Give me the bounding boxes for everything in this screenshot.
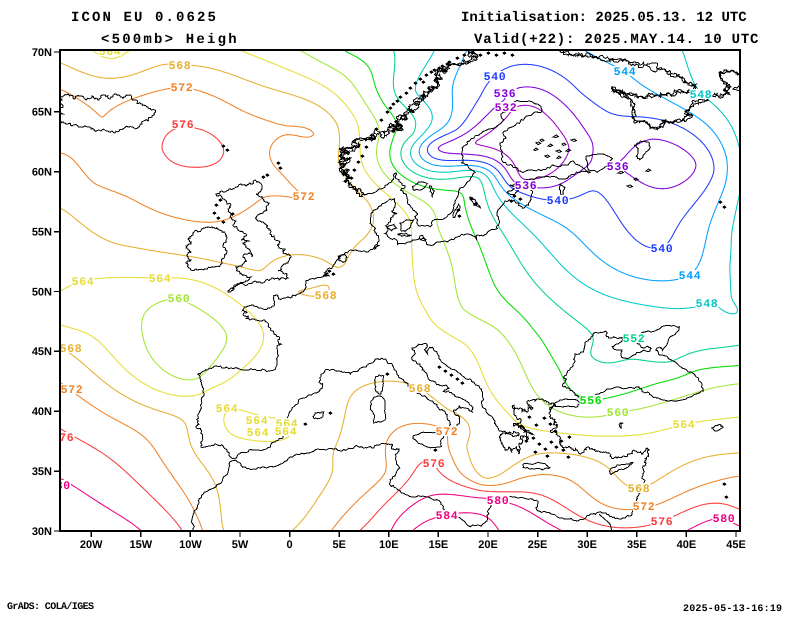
- svg-text:576: 576: [651, 516, 674, 529]
- svg-text:5E: 5E: [332, 539, 345, 551]
- svg-text:70N: 70N: [32, 47, 52, 59]
- svg-text:552: 552: [623, 333, 646, 346]
- svg-text:572: 572: [633, 501, 656, 514]
- svg-text:564: 564: [216, 403, 239, 416]
- svg-text:548: 548: [690, 89, 713, 102]
- svg-text:55N: 55N: [32, 226, 52, 238]
- svg-text:65N: 65N: [32, 107, 52, 119]
- svg-text:564: 564: [275, 426, 298, 439]
- svg-text:568: 568: [409, 383, 432, 396]
- svg-text:568: 568: [315, 290, 338, 303]
- svg-text:564: 564: [99, 46, 122, 59]
- svg-text:584: 584: [436, 510, 459, 523]
- svg-text:544: 544: [679, 270, 702, 283]
- svg-text:Valid(+22): 2025.MAY.14. 10 UT: Valid(+22): 2025.MAY.14. 10 UTC: [474, 32, 759, 48]
- svg-text:60N: 60N: [32, 167, 52, 179]
- svg-text:580: 580: [487, 495, 510, 508]
- svg-text:50N: 50N: [32, 286, 52, 298]
- svg-text:5W: 5W: [232, 539, 249, 551]
- svg-text:2025-05-13-16:19: 2025-05-13-16:19: [683, 604, 782, 615]
- svg-text:536: 536: [494, 88, 517, 101]
- svg-text:15W: 15W: [129, 539, 152, 551]
- svg-text:580: 580: [48, 480, 71, 493]
- svg-text:<500mb> Heigh: <500mb> Heigh: [101, 32, 239, 48]
- svg-text:572: 572: [61, 384, 84, 397]
- svg-text:564: 564: [246, 415, 269, 428]
- svg-text:540: 540: [547, 195, 570, 208]
- svg-text:35E: 35E: [627, 539, 647, 551]
- svg-text:564: 564: [149, 273, 172, 286]
- svg-text:576: 576: [172, 119, 195, 132]
- svg-text:560: 560: [607, 407, 630, 420]
- svg-text:564: 564: [247, 427, 270, 440]
- svg-text:568: 568: [628, 483, 651, 496]
- svg-text:GrADS: COLA/IGES: GrADS: COLA/IGES: [7, 601, 94, 613]
- svg-text:576: 576: [423, 458, 446, 471]
- svg-text:568: 568: [169, 60, 192, 73]
- svg-text:532: 532: [495, 102, 518, 115]
- svg-text:Initialisation: 2025.05.13. 12: Initialisation: 2025.05.13. 12 UTC: [461, 10, 747, 26]
- svg-text:572: 572: [436, 426, 459, 439]
- svg-text:40N: 40N: [32, 406, 52, 418]
- svg-text:35N: 35N: [32, 466, 52, 478]
- svg-text:568: 568: [60, 343, 83, 356]
- svg-text:30N: 30N: [32, 526, 52, 538]
- svg-text:25E: 25E: [528, 539, 548, 551]
- svg-text:536: 536: [515, 180, 538, 193]
- svg-text:10E: 10E: [379, 539, 399, 551]
- svg-text:20W: 20W: [80, 539, 103, 551]
- svg-text:576: 576: [52, 432, 75, 445]
- svg-text:556: 556: [580, 395, 603, 408]
- svg-text:540: 540: [651, 243, 674, 256]
- svg-text:40E: 40E: [677, 539, 697, 551]
- svg-text:30E: 30E: [577, 539, 597, 551]
- svg-text:564: 564: [673, 419, 696, 432]
- svg-text:572: 572: [293, 191, 316, 204]
- svg-text:20E: 20E: [478, 539, 498, 551]
- svg-text:536: 536: [607, 161, 630, 174]
- svg-text:548: 548: [696, 298, 719, 311]
- svg-text:544: 544: [614, 66, 637, 79]
- svg-text:560: 560: [168, 293, 191, 306]
- svg-text:540: 540: [484, 71, 507, 84]
- svg-text:ICON EU 0.0625: ICON EU 0.0625: [71, 10, 218, 26]
- svg-text:10W: 10W: [179, 539, 202, 551]
- svg-text:45E: 45E: [726, 539, 746, 551]
- svg-text:564: 564: [72, 276, 95, 289]
- svg-text:0: 0: [287, 539, 293, 551]
- svg-text:45N: 45N: [32, 346, 52, 358]
- svg-text:580: 580: [713, 513, 736, 526]
- svg-text:572: 572: [171, 82, 194, 95]
- svg-text:15E: 15E: [429, 539, 449, 551]
